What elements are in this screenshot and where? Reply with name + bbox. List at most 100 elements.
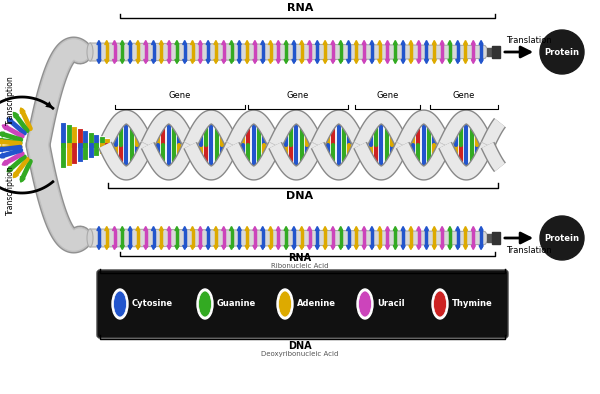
Polygon shape — [136, 227, 140, 230]
Polygon shape — [440, 227, 444, 230]
Polygon shape — [175, 41, 179, 45]
Polygon shape — [456, 59, 460, 63]
Polygon shape — [206, 227, 210, 230]
Polygon shape — [167, 41, 171, 45]
Ellipse shape — [87, 43, 93, 61]
Polygon shape — [0, 153, 4, 158]
Polygon shape — [222, 245, 226, 249]
Polygon shape — [316, 227, 319, 230]
Polygon shape — [245, 245, 249, 249]
Polygon shape — [113, 227, 116, 230]
Text: Thymine: Thymine — [452, 299, 493, 309]
Polygon shape — [440, 41, 444, 45]
Polygon shape — [463, 41, 467, 45]
Polygon shape — [323, 227, 327, 230]
Polygon shape — [0, 132, 4, 137]
Polygon shape — [347, 59, 350, 63]
Polygon shape — [463, 245, 467, 249]
Polygon shape — [128, 245, 132, 249]
Polygon shape — [238, 41, 241, 45]
Polygon shape — [144, 245, 148, 249]
Polygon shape — [472, 227, 475, 230]
Polygon shape — [136, 245, 140, 249]
Polygon shape — [144, 227, 148, 230]
Polygon shape — [183, 227, 187, 230]
Ellipse shape — [277, 289, 293, 319]
Polygon shape — [448, 245, 452, 249]
Ellipse shape — [112, 289, 128, 319]
Polygon shape — [175, 227, 179, 230]
Polygon shape — [144, 41, 148, 45]
Polygon shape — [90, 43, 490, 61]
Polygon shape — [354, 245, 358, 249]
Polygon shape — [362, 41, 366, 45]
Polygon shape — [284, 41, 288, 45]
Polygon shape — [440, 245, 444, 249]
Polygon shape — [338, 59, 343, 63]
Polygon shape — [7, 167, 13, 172]
Polygon shape — [151, 41, 155, 45]
Polygon shape — [354, 227, 358, 230]
Ellipse shape — [113, 291, 127, 317]
Polygon shape — [385, 59, 389, 63]
Ellipse shape — [199, 291, 212, 317]
Polygon shape — [238, 245, 241, 249]
Polygon shape — [432, 59, 436, 63]
Polygon shape — [0, 147, 2, 152]
Text: Translation: Translation — [506, 245, 552, 255]
Polygon shape — [151, 59, 155, 63]
Polygon shape — [175, 245, 179, 249]
Polygon shape — [229, 227, 233, 230]
Text: DNA: DNA — [288, 341, 312, 351]
Polygon shape — [198, 59, 202, 63]
Polygon shape — [416, 227, 421, 230]
Polygon shape — [409, 245, 413, 249]
Text: Gene: Gene — [169, 91, 191, 100]
Polygon shape — [183, 245, 187, 249]
Polygon shape — [378, 59, 382, 63]
Polygon shape — [394, 59, 397, 63]
Polygon shape — [424, 245, 428, 249]
Polygon shape — [128, 59, 132, 63]
Polygon shape — [456, 41, 460, 45]
Polygon shape — [198, 41, 202, 45]
Polygon shape — [292, 41, 296, 45]
Polygon shape — [308, 227, 311, 230]
Polygon shape — [331, 41, 335, 45]
Text: Uracil: Uracil — [377, 299, 404, 309]
Polygon shape — [253, 227, 257, 230]
Text: Ribonucleic Acid: Ribonucleic Acid — [271, 263, 329, 269]
Polygon shape — [385, 41, 389, 45]
Polygon shape — [370, 41, 374, 45]
Polygon shape — [323, 59, 327, 63]
Text: Gene: Gene — [376, 91, 398, 100]
Polygon shape — [97, 245, 101, 249]
Polygon shape — [479, 245, 483, 249]
Polygon shape — [20, 108, 25, 113]
Text: Cytosine: Cytosine — [132, 299, 173, 309]
Polygon shape — [362, 59, 366, 63]
Polygon shape — [151, 245, 155, 249]
Polygon shape — [401, 59, 405, 63]
Polygon shape — [13, 112, 19, 118]
Polygon shape — [229, 245, 233, 249]
Polygon shape — [167, 59, 171, 63]
Text: Gene: Gene — [287, 91, 309, 100]
Polygon shape — [308, 59, 311, 63]
Polygon shape — [206, 245, 210, 249]
Polygon shape — [338, 227, 343, 230]
Polygon shape — [222, 41, 226, 45]
Polygon shape — [2, 125, 8, 130]
Polygon shape — [253, 41, 257, 45]
Polygon shape — [347, 41, 350, 45]
Polygon shape — [385, 245, 389, 249]
Polygon shape — [463, 59, 467, 63]
Polygon shape — [0, 146, 2, 151]
Polygon shape — [191, 59, 194, 63]
Polygon shape — [276, 245, 280, 249]
Polygon shape — [128, 227, 132, 230]
Polygon shape — [269, 227, 272, 230]
Polygon shape — [347, 227, 350, 230]
Ellipse shape — [432, 289, 448, 319]
Polygon shape — [284, 59, 288, 63]
